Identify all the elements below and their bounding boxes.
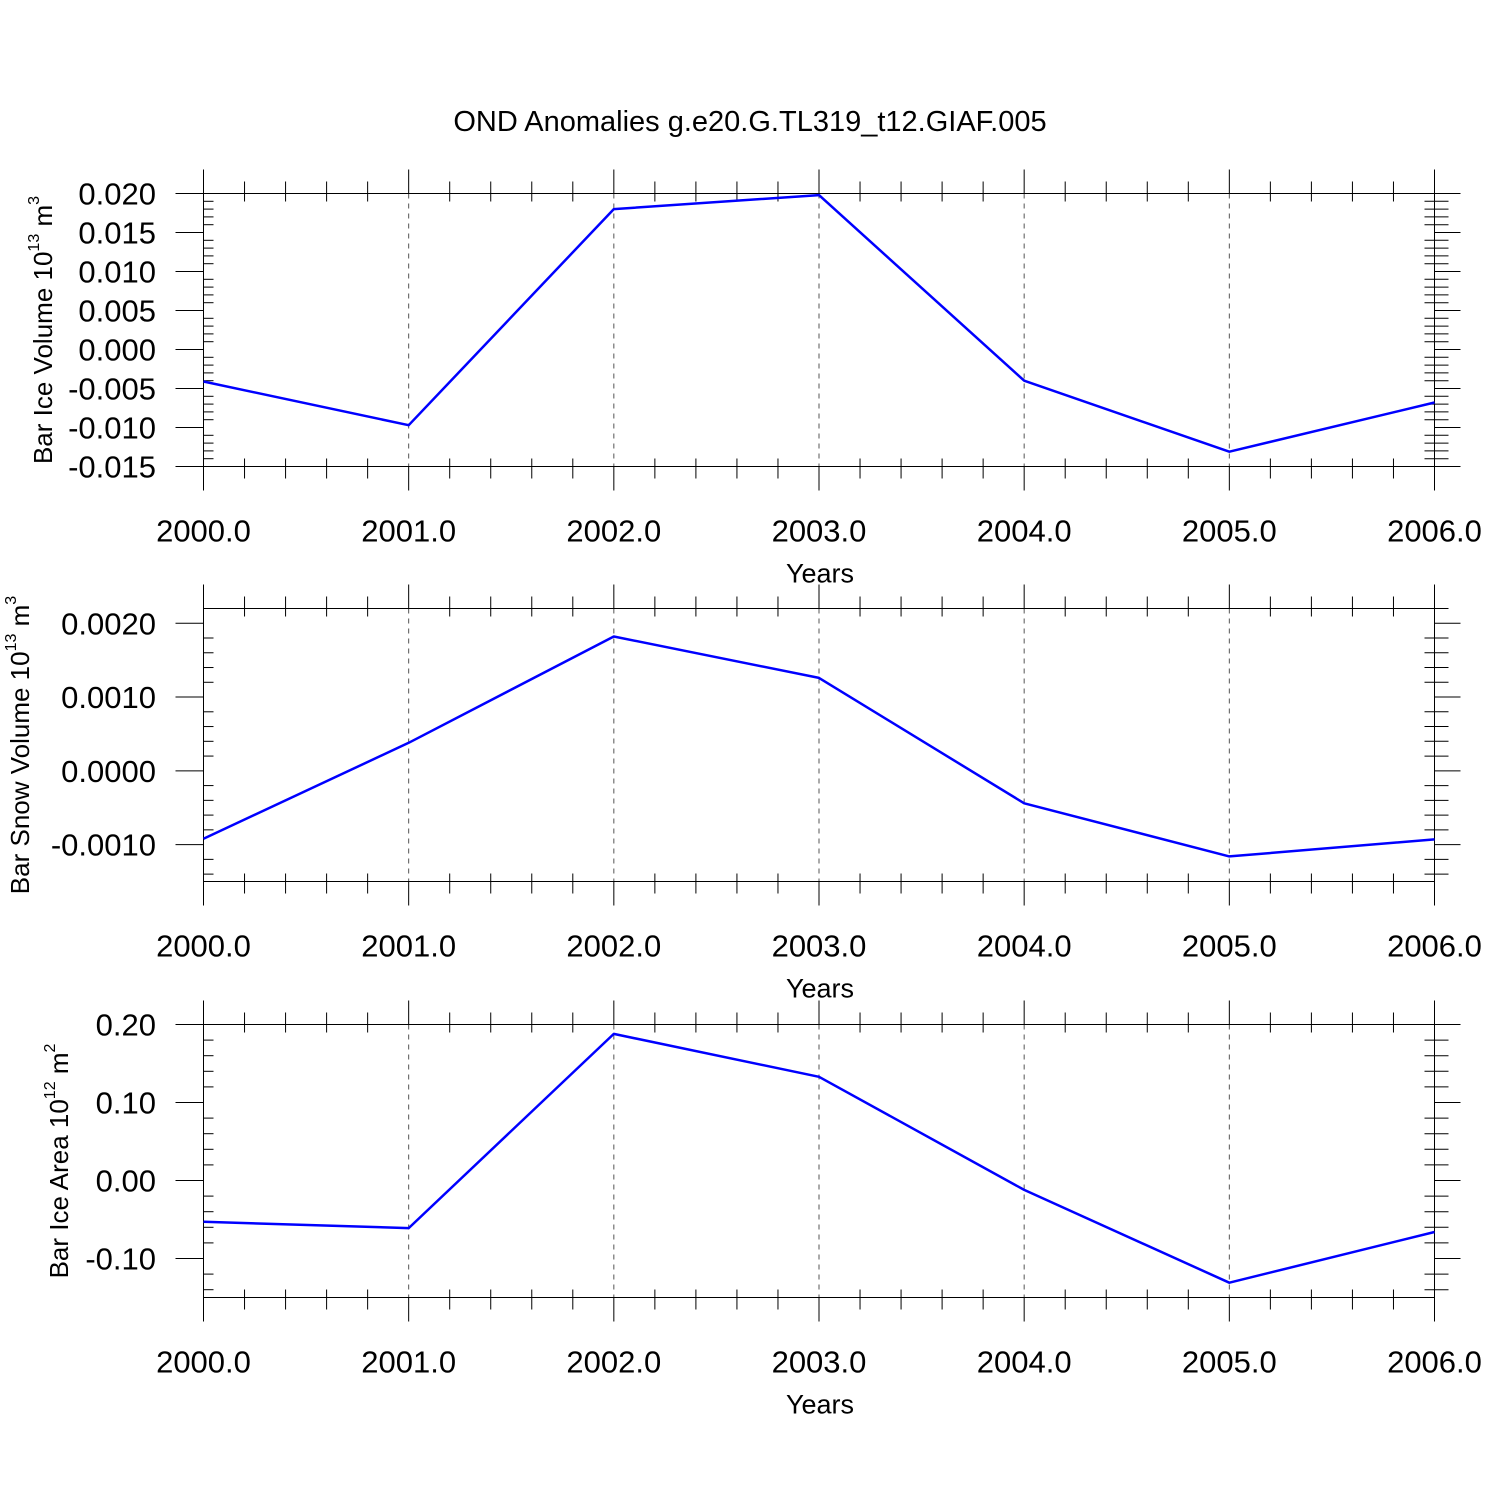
x-tick-label: 2002.0	[566, 514, 661, 549]
x-tick-label: 2002.0	[566, 1345, 661, 1380]
x-tick-label: 2004.0	[977, 514, 1072, 549]
x-tick-label: 2001.0	[361, 1345, 456, 1380]
x-tick-label: 2000.0	[156, 514, 251, 549]
panel-2: 0.0020 0.0010 0.0000 -0.0010 2000.0 2001.0 200…	[3, 584, 1482, 1004]
x-tick-label: 2006.0	[1387, 929, 1482, 964]
y-tick-label: -0.010	[68, 411, 156, 446]
x-tick-label: 2001.0	[361, 514, 456, 549]
y-tick-label: -0.015	[68, 450, 156, 485]
y-tick-label: 0.10	[96, 1086, 156, 1121]
x-tick-label: 2006.0	[1387, 514, 1482, 549]
y-tick-label: -0.0010	[51, 828, 156, 863]
y-tick-label: 0.010	[78, 255, 156, 290]
y-tick-label: 0.0000	[61, 754, 156, 789]
x-tick-label: 2002.0	[566, 929, 661, 964]
y-tick-label: 0.0010	[61, 680, 156, 715]
y-tick-label: 0.0020	[61, 606, 156, 641]
x-tick-label: 2003.0	[772, 1345, 867, 1380]
x-tick-label: 2006.0	[1387, 1345, 1482, 1380]
y-tick-label: 0.000	[78, 333, 156, 368]
x-tick-label: 2005.0	[1182, 514, 1277, 549]
y-axis-label: Bar Ice Volume 1013 m3	[26, 196, 58, 464]
panel-1: 0.020 0.015 0.010 0.005 0.000 -0.005 -0.010 -0.…	[26, 169, 1482, 589]
x-tick-label: 2000.0	[156, 1345, 251, 1380]
x-axis-label: Years	[786, 974, 854, 1004]
y-tick-label: -0.10	[85, 1242, 156, 1277]
y-axis-label: Bar Snow Volume 1013 m3	[3, 596, 35, 895]
figure-title: OND Anomalies g.e20.G.TL319_t12.GIAF.005	[453, 106, 1046, 138]
x-tick-label: 2001.0	[361, 929, 456, 964]
x-tick-label: 2005.0	[1182, 1345, 1277, 1380]
y-tick-label: -0.005	[68, 372, 156, 407]
x-tick-label: 2003.0	[772, 514, 867, 549]
x-tick-label: 2004.0	[977, 1345, 1072, 1380]
y-tick-label: 0.020	[78, 177, 156, 212]
series-line	[203, 193, 1435, 453]
y-tick-label: 0.20	[96, 1008, 156, 1043]
series-line	[202, 635, 1435, 858]
x-axis-label: Years	[786, 1390, 854, 1420]
series-line	[203, 1032, 1435, 1284]
y-tick-label: 0.00	[96, 1164, 156, 1199]
x-tick-label: 2005.0	[1182, 929, 1277, 964]
x-tick-label: 2003.0	[772, 929, 867, 964]
y-tick-label: 0.005	[78, 294, 156, 329]
x-tick-label: 2000.0	[156, 929, 251, 964]
panels: 0.020 0.015 0.010 0.005 0.000 -0.005 -0.010 -0.…	[3, 169, 1482, 1420]
x-tick-label: 2004.0	[977, 929, 1072, 964]
panel-3: 0.20 0.10 0.00 -0.10 2000.0 2001.0 2002.0 2003.…	[42, 1000, 1482, 1420]
x-axis-label: Years	[786, 559, 854, 589]
y-tick-label: 0.015	[78, 216, 156, 251]
y-axis-label: Bar Ice Area 1012 m2	[42, 1043, 74, 1278]
